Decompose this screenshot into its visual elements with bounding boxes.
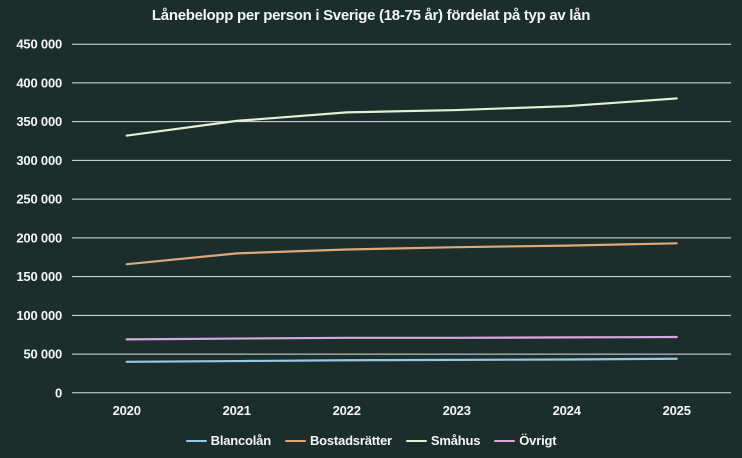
- legend-item-Bostadsrätter[interactable]: Bostadsrätter: [284, 433, 392, 448]
- legend-line-swatch: [405, 439, 427, 442]
- legend-label: Blancolån: [210, 433, 272, 448]
- x-tick-label: 2022: [333, 403, 361, 418]
- x-tick-label: 2020: [113, 403, 141, 418]
- y-tick-label: 200 000: [16, 230, 62, 245]
- legend-item-Småhus[interactable]: Småhus: [405, 433, 481, 448]
- y-tick-label: 400 000: [16, 75, 62, 90]
- legend-line-swatch: [494, 439, 516, 442]
- legend-label: Småhus: [430, 433, 481, 448]
- x-tick-label: 2024: [553, 403, 582, 418]
- legend-label: Övrigt: [519, 433, 557, 448]
- x-tick-label: 2021: [223, 403, 251, 418]
- series-line-Blancolån: [125, 357, 678, 363]
- y-tick-label: 300 000: [16, 153, 62, 168]
- legend-item-Övrigt[interactable]: Övrigt: [494, 433, 557, 448]
- y-tick-label: 150 000: [16, 269, 62, 284]
- x-tick-label: 2025: [663, 403, 691, 418]
- legend-line-swatch: [185, 439, 207, 442]
- y-tick-label: 450 000: [16, 37, 62, 52]
- y-tick-label: 100 000: [16, 308, 62, 323]
- legend-line-swatch: [284, 439, 306, 442]
- y-tick-label: 0: [55, 385, 62, 400]
- legend-label: Bostadsrätter: [309, 433, 392, 448]
- legend-item-Blancolån[interactable]: Blancolån: [185, 433, 272, 448]
- series-line-Småhus: [125, 97, 678, 137]
- x-tick-label: 2023: [443, 403, 471, 418]
- y-tick-label: 250 000: [16, 192, 62, 207]
- series-line-Bostadsrätter: [125, 242, 678, 266]
- chart-title: Lånebelopp per person i Sverige (18-75 å…: [151, 7, 591, 24]
- y-tick-label: 50 000: [23, 347, 62, 362]
- y-tick-label: 350 000: [16, 114, 62, 129]
- legend: Blancolån Bostadsrätter Småhus Övrigt: [0, 433, 742, 448]
- series-line-Övrigt: [125, 335, 678, 341]
